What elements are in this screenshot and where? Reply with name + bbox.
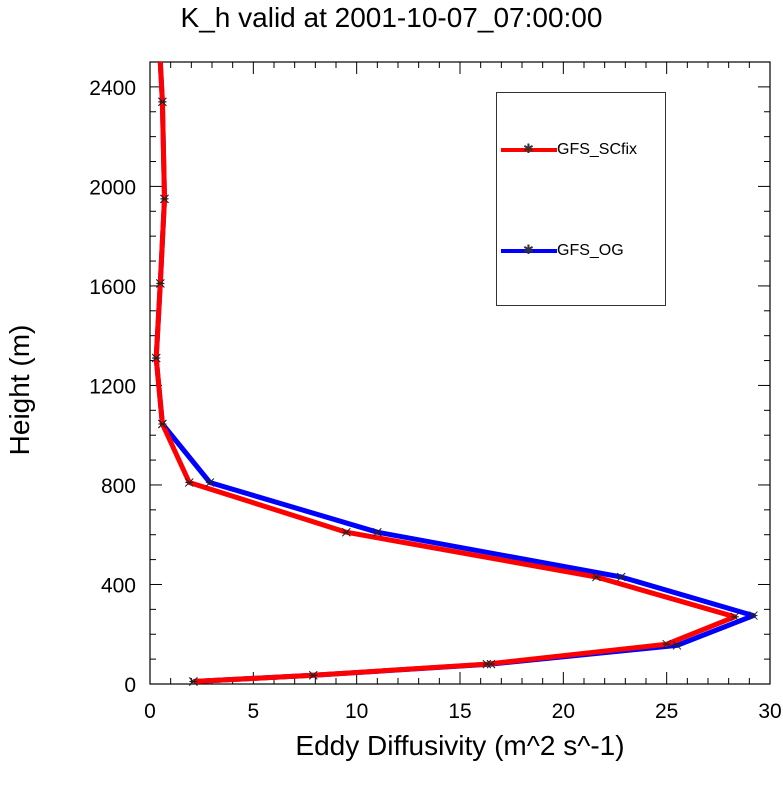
- legend-label: GFS_SCfix: [557, 141, 638, 158]
- y-tick-label: 1200: [89, 375, 136, 398]
- legend: ✱ GFS_SCfix ✱ GFS_OG: [496, 92, 666, 306]
- data-point: [662, 639, 672, 649]
- data-point: [205, 478, 215, 487]
- data-point: [482, 659, 492, 669]
- y-tick-label: 800: [101, 475, 136, 498]
- legend-label: GFS_OG: [557, 242, 624, 259]
- data-point: [616, 572, 626, 582]
- chart-title: K_h valid at 2001-10-07_07:00:00: [180, 2, 603, 33]
- series-markers: [151, 97, 758, 686]
- data-point: [158, 97, 167, 107]
- series-lines: [153, 61, 756, 684]
- x-tick-label: 30: [758, 700, 781, 723]
- data-point: [672, 641, 682, 650]
- data-point: [341, 527, 351, 537]
- legend-item-gfs-scfix: ✱ GFS_SCfix: [497, 140, 667, 160]
- series-line-gfs-scfix: [153, 61, 738, 684]
- legend-marker: ✱: [523, 141, 534, 156]
- data-point: [749, 611, 758, 620]
- y-tick-label: 400: [101, 574, 136, 597]
- data-point: [158, 419, 167, 429]
- data-point: [730, 612, 740, 622]
- legend-marker: ✱: [523, 242, 534, 257]
- data-point: [160, 194, 169, 204]
- y-tick-label: 2000: [89, 176, 136, 199]
- y-axis-label: Height (m): [4, 324, 35, 456]
- legend-item-gfs-og: ✱ GFS_OG: [497, 241, 667, 261]
- data-point: [184, 478, 194, 487]
- y-tick-label: 1600: [89, 276, 136, 299]
- axis-tick-labels: 0 5 10 15 20 25 30 0 400 800 1200 1600 2000 2400: [89, 77, 781, 723]
- axis-ticks: [149, 62, 771, 685]
- legend-swatch: [501, 148, 557, 152]
- legend-swatch: [501, 249, 557, 253]
- data-point: [155, 279, 165, 288]
- y-tick-label: 0: [124, 674, 136, 697]
- data-point: [308, 670, 318, 680]
- x-tick-label: 25: [655, 700, 678, 723]
- data-point: [372, 527, 382, 537]
- data-point: [592, 572, 601, 582]
- x-tick-label: 5: [247, 700, 259, 723]
- data-point: [151, 353, 161, 363]
- x-tick-label: 20: [552, 700, 575, 723]
- x-tick-label: 10: [345, 700, 368, 723]
- x-axis-label: Eddy Diffusivity (m^2 s^-1): [295, 730, 625, 761]
- x-tick-label: 0: [144, 700, 156, 723]
- data-point: [189, 677, 198, 686]
- x-tick-label: 15: [448, 700, 471, 723]
- y-tick-label: 2400: [89, 77, 136, 100]
